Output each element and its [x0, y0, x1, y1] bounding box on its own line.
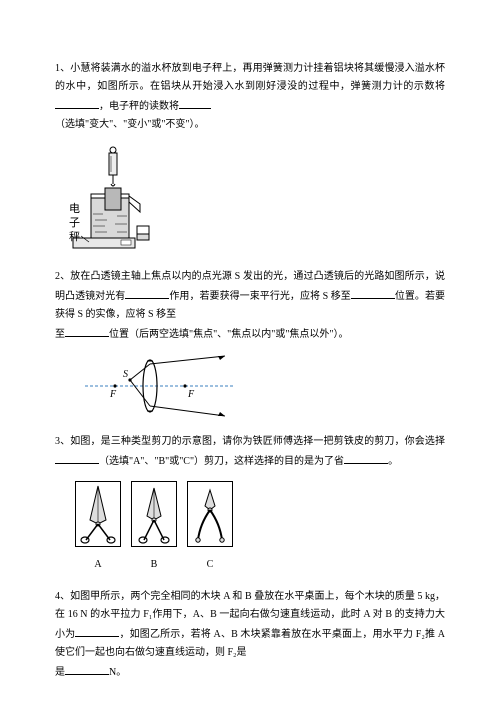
question-3: 3、如图，是三种类型剪刀的示意图，请你为铁匠师傅选择一把剪铁皮的剪刀，你会选择 （…: [55, 433, 445, 574]
q3-text-c: 。: [388, 456, 398, 467]
q4-text-b2: 是: [55, 667, 65, 678]
q2-text-d1: 至: [55, 329, 65, 340]
q4-blank-1: [75, 624, 119, 637]
q2-S: S: [123, 369, 128, 380]
q2-text: 2、放在凸透镜主轴上焦点以内的点光源 S 发出的光，通过凸透镜后的光路如图所示，…: [55, 268, 445, 344]
q1-label-cheng: 秤: [69, 230, 80, 243]
q3-blank-1: [55, 451, 99, 464]
label-C: C: [187, 556, 233, 574]
question-1: 1、小慧将装满水的溢水杯放到电子秤上，再用弹簧测力计挂着铝块将其缓慢浸入溢水杯的…: [55, 60, 445, 254]
q1-label-zi: 子: [69, 216, 80, 229]
q4-text: 4、如图甲所示，两个完全相同的木块 A 和 B 叠放在水平桌面上，每个木块的质量…: [55, 588, 445, 682]
q1-blank-2: [179, 96, 211, 109]
q2-blank-2: [351, 286, 395, 299]
q2-text-d: 位置（后两空选填"焦点"、"焦点以内"或"焦点以外"）。: [109, 329, 349, 340]
scissor-B: B: [131, 481, 177, 574]
q2-F-left: F: [109, 389, 117, 400]
q4-blank-2: [65, 662, 109, 675]
q2-text-b: 作用，若要获得一束平行光，应将 S 移至: [169, 291, 350, 302]
q2-F-right: F: [187, 389, 195, 400]
question-2: 2、放在凸透镜主轴上焦点以内的点光源 S 发出的光，通过凸透镜后的光路如图所示，…: [55, 268, 445, 419]
q1-label-dian: 电: [69, 202, 80, 215]
q1-figure: 电 子 秤: [55, 144, 445, 254]
q2-blank-3: [65, 324, 109, 337]
q1-text-b: ，电子秤的读数将: [99, 101, 179, 112]
q3-text-b: （选填"A"、"B"或"C"）剪刀，这样选择的目的是为了省: [99, 456, 344, 467]
scissor-C: C: [187, 481, 233, 574]
label-B: B: [131, 556, 177, 574]
q2-figure: F F S: [85, 354, 445, 419]
label-A: A: [75, 556, 121, 574]
q1-text-c: （选填"变大"、"变小"或"不变"）。: [55, 119, 205, 130]
q3-figure: A B C: [75, 481, 445, 574]
q3-text: 3、如图，是三种类型剪刀的示意图，请你为铁匠师傅选择一把剪铁皮的剪刀，你会选择 （…: [55, 433, 445, 471]
q3-text-a: 3、如图，是三种类型剪刀的示意图，请你为铁匠师傅选择一把剪铁皮的剪刀，你会选择: [55, 436, 445, 447]
q2-blank-1: [125, 286, 169, 299]
q3-blank-2: [344, 451, 388, 464]
q1-text-a: 1、小慧将装满水的溢水杯放到电子秤上，再用弹簧测力计挂着铝块将其缓慢浸入溢水杯的…: [55, 63, 445, 92]
scissor-A: A: [75, 481, 121, 574]
question-4: 4、如图甲所示，两个完全相同的木块 A 和 B 叠放在水平桌面上，每个木块的质量…: [55, 588, 445, 682]
q1-blank-1: [55, 96, 99, 109]
q1-text: 1、小慧将装满水的溢水杯放到电子秤上，再用弹簧测力计挂着铝块将其缓慢浸入溢水杯的…: [55, 60, 445, 134]
q4-text-c: N。: [109, 667, 126, 678]
